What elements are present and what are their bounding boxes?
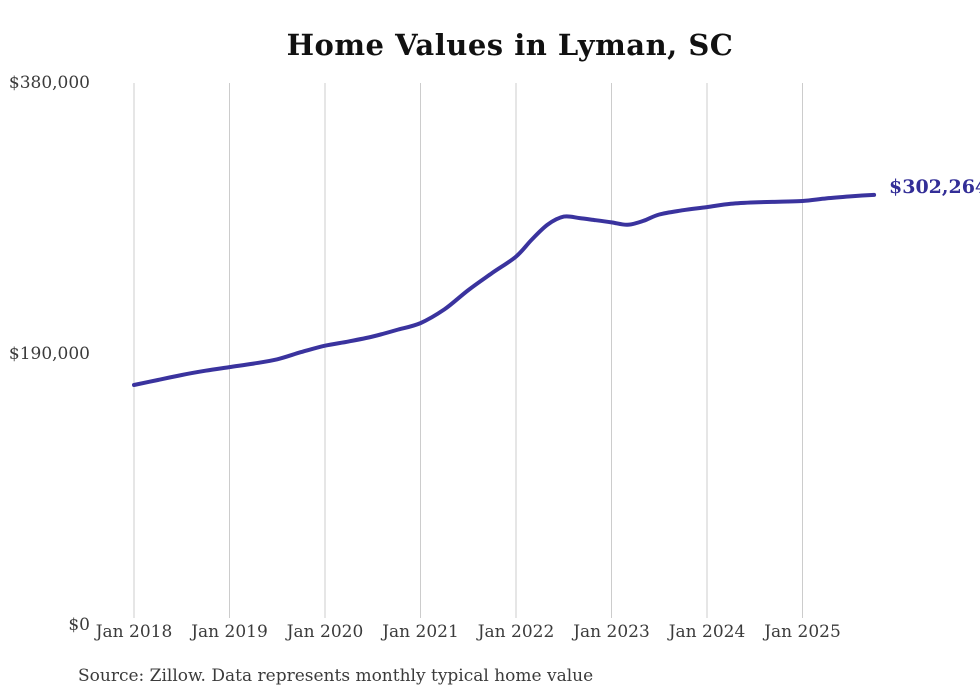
x-axis-tick-label: Jan 2020 (286, 622, 364, 642)
x-axis-tick-label: Jan 2019 (191, 622, 268, 642)
chart-title: Home Values in Lyman, SC (286, 28, 734, 62)
x-axis-tick-label: Jan 2025 (764, 622, 841, 642)
x-axis-tick-label: Jan 2023 (573, 622, 650, 642)
current-value-label: $302,264 (889, 176, 980, 198)
source-note: Source: Zillow. Data represents monthly … (78, 666, 594, 686)
x-axis-tick-label: Jan 2022 (477, 622, 555, 642)
y-axis-tick-label: $0 (68, 615, 90, 635)
x-axis-tick-label: Jan 2021 (382, 622, 459, 642)
x-axis-tick-label: Jan 2018 (95, 622, 173, 642)
y-axis-tick-label: $380,000 (8, 73, 90, 93)
home-value-line (132, 192, 877, 387)
x-axis-tick-label: Jan 2024 (668, 622, 746, 642)
y-axis-tick-label: $190,000 (8, 344, 90, 364)
